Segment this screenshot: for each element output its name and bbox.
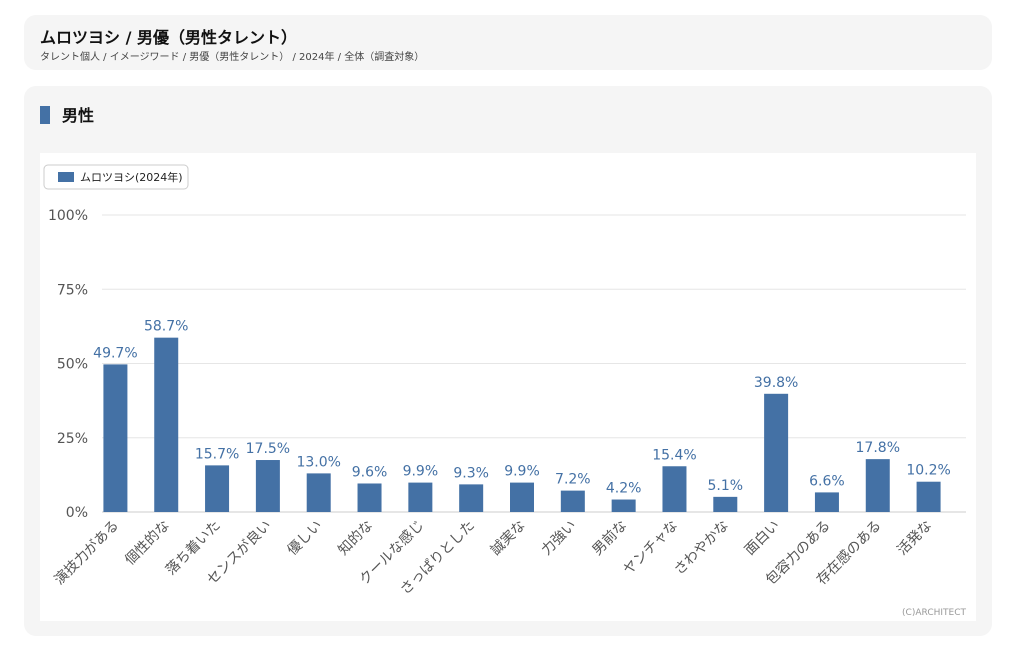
data-label: 7.2% <box>555 472 591 488</box>
y-tick-label: 100% <box>48 208 88 224</box>
x-tick-label: 男前な <box>589 517 631 559</box>
y-tick-label: 75% <box>57 282 88 298</box>
legend-swatch <box>58 172 74 182</box>
data-label: 9.9% <box>403 464 439 480</box>
data-label: 4.2% <box>606 481 642 497</box>
data-label: 5.1% <box>708 478 744 494</box>
bar[interactable] <box>865 459 890 512</box>
breadcrumb-separator: / <box>100 52 110 63</box>
bar[interactable] <box>306 473 331 512</box>
bar[interactable] <box>560 490 585 512</box>
data-label: 9.3% <box>453 465 489 481</box>
legend-label: ムロツヨシ(2024年) <box>80 170 183 184</box>
bar[interactable] <box>357 483 382 512</box>
bar[interactable] <box>154 337 179 512</box>
bar[interactable] <box>103 364 128 512</box>
section-title: 男性 <box>62 106 95 125</box>
breadcrumb-audience[interactable]: 全体（調査対象） <box>344 52 425 63</box>
data-label: 9.9% <box>504 464 540 480</box>
bar[interactable] <box>662 466 687 512</box>
x-tick-label: 活発な <box>894 518 935 559</box>
data-label: 49.7% <box>93 345 137 361</box>
data-label: 6.6% <box>809 473 845 489</box>
x-tick-label: さわやかな <box>671 518 732 579</box>
bar[interactable] <box>255 460 280 512</box>
breadcrumb-separator: / <box>334 52 345 63</box>
x-tick-label: 知的な <box>335 517 377 559</box>
breadcrumb-separator: / <box>179 52 190 63</box>
bar[interactable] <box>764 393 789 512</box>
bar[interactable] <box>205 465 230 512</box>
x-tick-label: 力強い <box>539 518 580 559</box>
breadcrumb-separator: / <box>289 52 300 63</box>
copyright: (C)ARCHITECT <box>902 608 966 618</box>
x-tick-label: 演技力がある <box>52 518 123 589</box>
data-label: 10.2% <box>906 463 950 479</box>
bar[interactable] <box>916 481 941 512</box>
y-tick-label: 50% <box>57 357 88 373</box>
bar[interactable] <box>510 482 534 512</box>
data-label: 17.5% <box>246 441 290 457</box>
data-label: 15.7% <box>195 446 239 462</box>
x-tick-label: 優しい <box>285 518 326 559</box>
data-label: 13.0% <box>296 454 340 470</box>
data-label: 58.7% <box>144 319 188 335</box>
data-label: 9.6% <box>352 464 388 480</box>
bar[interactable] <box>611 499 636 512</box>
data-label: 17.8% <box>856 440 900 456</box>
bar[interactable] <box>408 482 433 512</box>
legend-box[interactable] <box>43 164 189 190</box>
breadcrumb: タレント個人 / イメージワード / 男優（男性タレント） / 2024年 / … <box>40 48 424 63</box>
breadcrumb-talent[interactable]: タレント個人 <box>40 52 100 63</box>
breadcrumb-category[interactable]: 男優（男性タレント） <box>189 52 290 63</box>
breadcrumb-year[interactable]: 2024年 <box>299 52 335 63</box>
chart-card: 男性 0% 25% 50% 75% 100% ムロツヨシ(2024年) 49.7% 演技力があ… <box>24 86 992 636</box>
bar[interactable] <box>814 492 839 512</box>
bar[interactable] <box>459 484 484 512</box>
data-label: 15.4% <box>652 447 696 463</box>
data-label: 39.8% <box>754 375 798 391</box>
x-tick-label: 個性的な <box>122 518 173 569</box>
y-tick-label: 25% <box>57 431 88 447</box>
x-tick-label: 面白い <box>742 518 783 559</box>
bar-chart: 0% 25% 50% 75% 100% ムロツヨシ(2024年) 49.7% 演技力がある 58… <box>43 164 966 618</box>
page-title: ムロツヨシ / 男優（男性タレント） <box>40 28 297 47</box>
x-tick-label: 誠実な <box>488 518 529 559</box>
header-card: ムロツヨシ / 男優（男性タレント） タレント個人 / イメージワード / 男優… <box>24 15 992 70</box>
chart-panel: 0% 25% 50% 75% 100% ムロツヨシ(2024年) 49.7% 演技力がある 58… <box>40 153 976 621</box>
breadcrumb-image-word[interactable]: イメージワード <box>109 52 180 63</box>
bar[interactable] <box>713 496 738 512</box>
section-marker <box>40 106 50 124</box>
y-tick-label: 0% <box>66 505 88 521</box>
